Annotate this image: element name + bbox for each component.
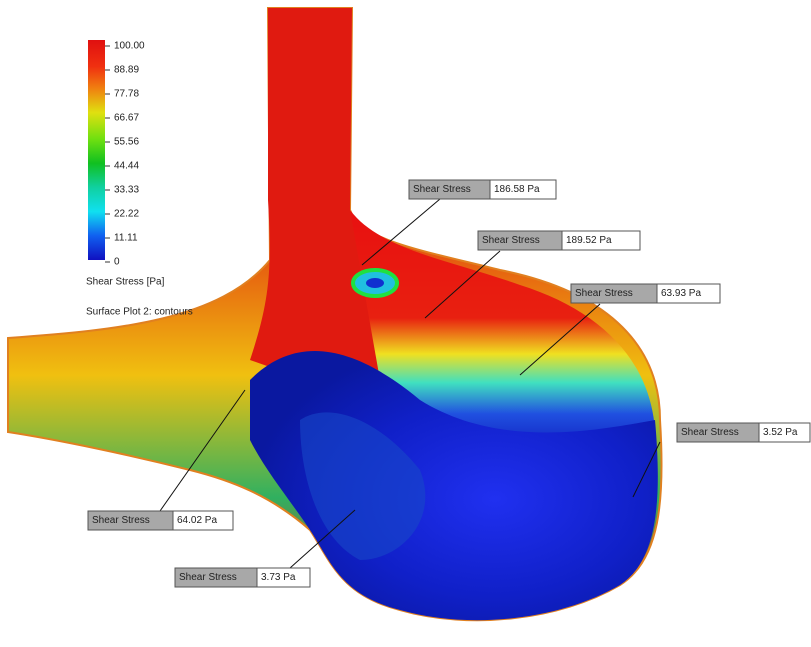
callout: Shear Stress 64.02 Pa <box>87 389 246 531</box>
callout-value: 3.73 Pa <box>261 572 296 583</box>
tick-label: 77.78 <box>114 89 139 100</box>
tick-label: 33.33 <box>114 185 139 196</box>
tick-label: 44.44 <box>114 161 139 172</box>
leader-line <box>361 198 441 266</box>
tick-label: 100.00 <box>114 41 145 52</box>
callout-label: Shear Stress <box>179 572 237 583</box>
callout-value-box <box>656 283 721 304</box>
leader-line <box>519 303 601 376</box>
leader-line <box>424 250 501 319</box>
callout-label: Shear Stress <box>92 515 150 526</box>
callout: Shear Stress 186.58 Pa <box>361 179 557 266</box>
callout-value: 186.58 Pa <box>494 184 540 195</box>
leader-line <box>632 441 661 498</box>
callout-value-box <box>256 567 311 588</box>
legend-subtitle: Surface Plot 2: contours <box>86 307 193 318</box>
leader-line <box>159 389 246 512</box>
callout-value: 63.93 Pa <box>661 288 701 299</box>
callout-label: Shear Stress <box>413 184 471 195</box>
callout-label: Shear Stress <box>681 427 739 438</box>
callout-value: 64.02 Pa <box>177 515 217 526</box>
callout: Shear Stress 189.52 Pa <box>424 230 641 319</box>
callout-value: 189.52 Pa <box>566 235 612 246</box>
color-bar <box>88 40 105 260</box>
callout-value-box <box>172 510 234 531</box>
callout: Shear Stress 3.52 Pa <box>632 422 811 498</box>
tick-label: 88.89 <box>114 65 139 76</box>
vessel-model <box>7 7 663 622</box>
callout-value: 3.52 Pa <box>763 427 798 438</box>
callout-label: Shear Stress <box>482 235 540 246</box>
callout-value-box <box>758 422 811 443</box>
tick-label: 0 <box>114 257 120 268</box>
leader-line <box>289 509 356 569</box>
tick-label: 11.11 <box>114 233 138 244</box>
legend: Shear Stress [Pa] Surface Plot 2: contou… <box>86 40 193 318</box>
callout-label: Shear Stress <box>575 288 633 299</box>
callout: Shear Stress 63.93 Pa <box>519 283 721 376</box>
callout-value-box <box>489 179 557 200</box>
tick-label: 66.67 <box>114 113 139 124</box>
tick-label: 22.22 <box>114 209 139 220</box>
callouts: Shear Stress 186.58 Pa Shear Stress 189.52 … <box>87 179 811 588</box>
legend-title: Shear Stress [Pa] <box>86 277 165 288</box>
tick-label: 55.56 <box>114 137 139 148</box>
callout-value-box <box>561 230 641 251</box>
callout: Shear Stress 3.73 Pa <box>174 509 356 588</box>
